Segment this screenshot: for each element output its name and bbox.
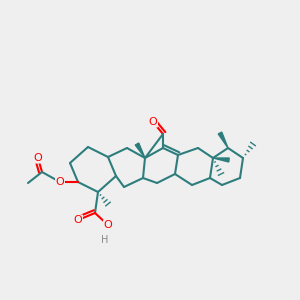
Polygon shape (218, 132, 228, 148)
Text: O: O (34, 153, 42, 163)
Text: H: H (101, 235, 109, 245)
Text: O: O (74, 215, 82, 225)
Polygon shape (135, 143, 145, 158)
Text: O: O (103, 220, 112, 230)
Text: O: O (148, 117, 158, 127)
Text: O: O (56, 177, 64, 187)
Polygon shape (213, 158, 229, 162)
